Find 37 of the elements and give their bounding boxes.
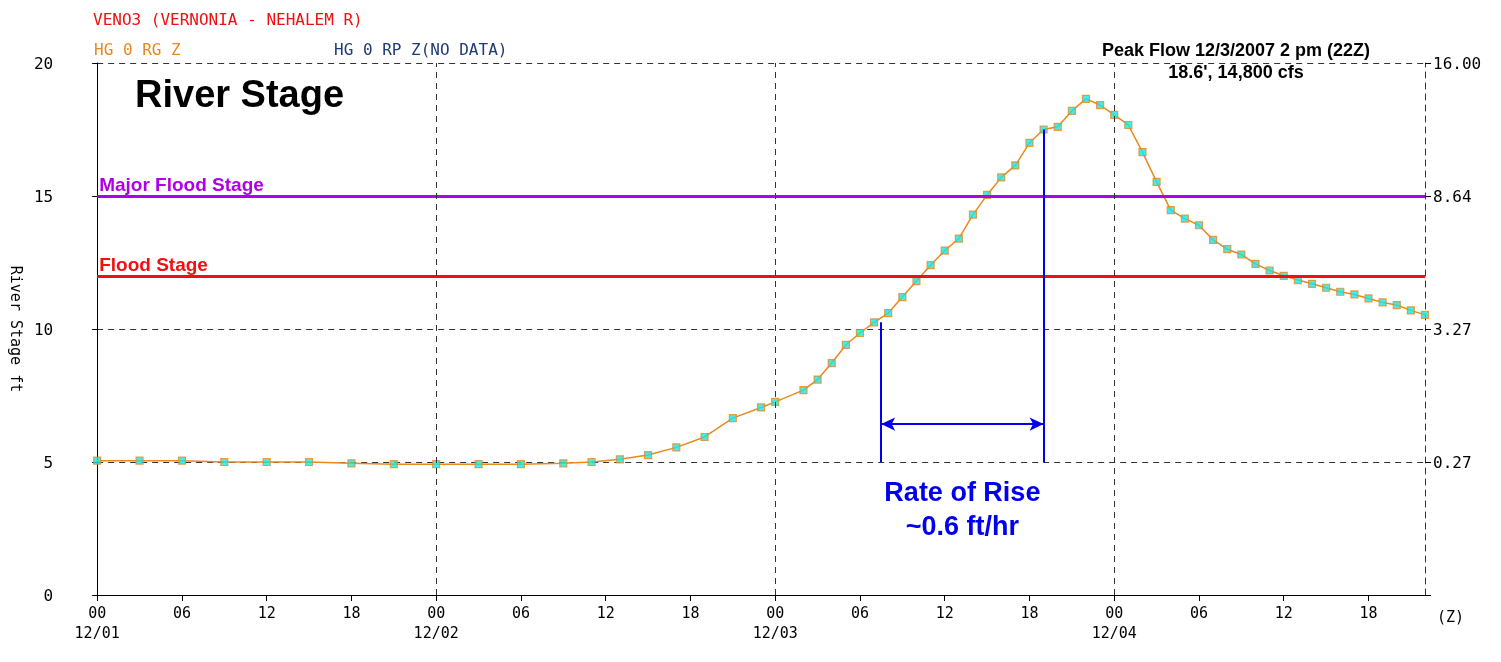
x-tick-label: 00 12/02 [413,604,459,642]
y-tick-label: 0 [43,585,54,605]
y-tick-label: 10 [33,319,54,339]
x-tick-label: 18 [1359,604,1378,622]
x-tick-label: 12 [257,604,276,622]
x-tick-label: 18 [681,604,700,622]
annotation: ~0.6 ft/hr [905,511,1020,541]
annotation: 18.6', 14,800 cfs [1168,62,1304,83]
y-tick-label: 15 [33,186,54,206]
ref-line-label: Major Flood Stage [99,174,264,195]
annotation: Peak Flow 12/3/2007 2 pm (22Z) [1101,40,1371,61]
x-tick-label: 18 [1020,604,1039,622]
ref-line-label: Flood Stage [99,253,208,275]
category-label: 8.64 [1433,186,1472,206]
x-tick-label: 06 [1189,604,1209,622]
category-label: 0.27 [1433,452,1472,472]
x-tick-label: 06 [511,604,530,622]
x-tick-label: 06 [172,604,191,622]
category-label: 16.00 [1433,53,1482,73]
y-axis-title: River Stage ft [6,265,25,393]
x-tick-label: 06 [850,604,869,622]
y-tick-label: 5 [43,452,54,472]
category-label: 3.27 [1433,319,1472,339]
x-tick-label: 12 [935,604,954,622]
legend-label: HG 0 RP Z(NO DATA) [334,39,508,59]
text: HG 0 RG Z [94,39,182,59]
x-tick-label: 00 12/01 [74,604,120,642]
y-tick-label: 20 [33,53,54,73]
chart-subtitle: River Stage [135,73,345,115]
x-tick-label: 12 [1274,604,1293,622]
annotation: Rate of Rise [884,477,1041,507]
x-tick-label: 18 [342,604,361,622]
x-tick-label: 00 12/04 [1091,604,1137,642]
x-tick-label: 00 12/03 [752,604,798,642]
chart-title: VENO3 (VERNONIA - NEHALEM R) [93,9,363,29]
x-tick-label: 12 [596,604,615,622]
x-axis-title: (Z) [1437,607,1465,626]
